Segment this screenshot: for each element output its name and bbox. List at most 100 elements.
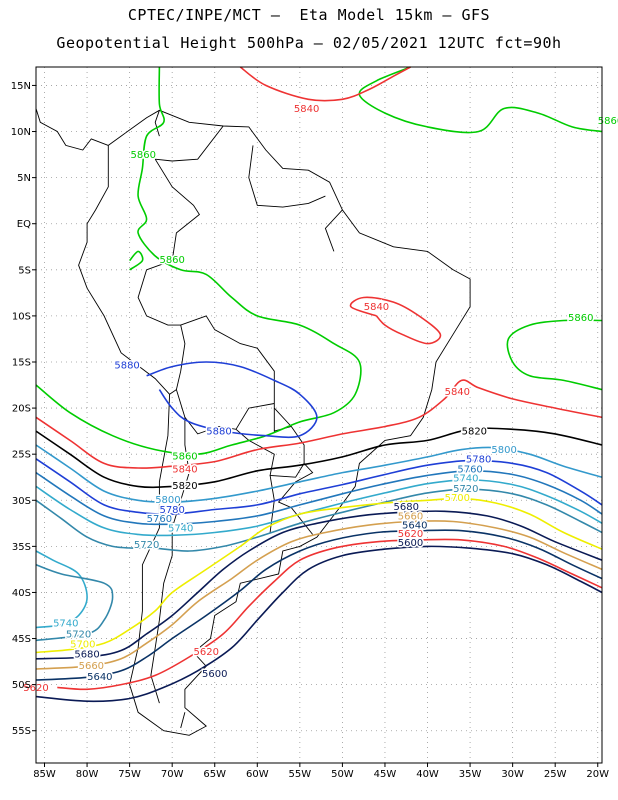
contour-label-5600: 5600 <box>202 669 227 680</box>
country-border <box>180 315 292 427</box>
lat-lon-grid <box>36 67 602 763</box>
contour-label-5840: 5840 <box>445 387 470 398</box>
contour-label-5800: 5800 <box>491 445 516 456</box>
contour-label-5640: 5640 <box>87 672 112 683</box>
contour-label-5840: 5840 <box>172 464 197 475</box>
contour-5880 <box>146 361 318 439</box>
lon-tick-label: 30W <box>501 769 524 780</box>
lat-tick-label: 40S <box>12 588 31 599</box>
contour-label-5620: 5620 <box>193 647 218 658</box>
lat-tick-label: 15S <box>12 357 31 368</box>
country-border <box>277 463 314 535</box>
contour-label-5860: 5860 <box>568 313 593 324</box>
contour-labels: 5860584058605860584058605880584058805820… <box>22 102 618 695</box>
contour-label-5720: 5720 <box>453 484 478 495</box>
country-border <box>146 158 200 271</box>
contour-label-5700: 5700 <box>70 640 95 651</box>
contour-label-5860: 5860 <box>172 452 197 463</box>
contour-5680 <box>35 510 603 660</box>
contour-5760 <box>35 469 603 526</box>
contour-5860 <box>128 250 144 271</box>
contour-label-5680: 5680 <box>394 502 419 513</box>
lat-tick-label: EQ <box>17 219 31 230</box>
contour-label-5880: 5880 <box>114 360 139 371</box>
contour-5720 <box>35 488 603 552</box>
latitude-axis: 15N 10N 5N EQ 5S 10S 15S 20S 25S 30S 35S 40S 45S 50S 5… <box>11 81 36 737</box>
lat-tick-label: 45S <box>12 634 31 645</box>
contour-label-5840: 5840 <box>364 302 389 313</box>
country-border <box>150 417 190 704</box>
contour-label-5800: 5800 <box>155 495 180 506</box>
contour-5700 <box>35 497 603 654</box>
lon-tick-label: 50W <box>331 769 354 780</box>
contour-5740 <box>35 550 88 629</box>
contour-label-5700: 5700 <box>445 493 470 504</box>
lon-tick-label: 25W <box>544 769 567 780</box>
contour-label-5680: 5680 <box>74 650 99 661</box>
contour-label-5600: 5600 <box>398 538 423 549</box>
contour-label-5720: 5720 <box>134 540 159 551</box>
contour-label-5780: 5780 <box>466 454 491 465</box>
contour-label-5860: 5860 <box>598 116 618 127</box>
lat-tick-label: 10N <box>11 127 31 138</box>
lon-tick-label: 85W <box>33 769 56 780</box>
map-title-line-1: CPTEC/INPE/MCT – Eta Model 15km – GFS <box>127 6 491 24</box>
country-border <box>155 125 224 162</box>
country-border <box>35 108 109 151</box>
contour-5860 <box>506 319 603 391</box>
lon-tick-label: 35W <box>459 769 482 780</box>
lat-tick-label: 5N <box>17 173 31 184</box>
contour-label-5860: 5860 <box>159 255 184 266</box>
map-title-line-2: Geopotential Height 500hPa – 02/05/2021 … <box>56 34 562 52</box>
lat-tick-label: 25S <box>12 450 31 461</box>
contour-label-5880: 5880 <box>206 427 231 438</box>
lat-tick-label: 30S <box>12 496 31 507</box>
country-border <box>137 269 186 395</box>
contour-label-5720: 5720 <box>66 629 91 640</box>
contour-label-5780: 5780 <box>159 505 184 516</box>
contour-label-5760: 5760 <box>147 514 172 525</box>
height-contours <box>35 66 603 703</box>
contour-label-5820: 5820 <box>462 427 487 438</box>
contour-5860 <box>358 66 603 134</box>
contour-5800 <box>35 444 603 503</box>
contour-5660 <box>35 520 603 670</box>
lon-tick-label: 65W <box>203 769 226 780</box>
contour-label-5660: 5660 <box>79 661 104 672</box>
contour-5740 <box>35 479 603 537</box>
contour-label-5740: 5740 <box>53 618 78 629</box>
contour-5780 <box>35 458 603 516</box>
longitude-axis: 85W 80W 75W 70W 65W 60W 55W 50W 45W 40W 35W 30W 25W 2… <box>33 763 609 780</box>
contour-label-5640: 5640 <box>402 521 427 532</box>
country-border <box>248 145 326 208</box>
contour-5720 <box>35 564 114 642</box>
lon-tick-label: 70W <box>161 769 184 780</box>
country-border <box>180 712 186 729</box>
lon-tick-label: 40W <box>416 769 439 780</box>
contour-label-5860: 5860 <box>131 150 156 161</box>
lat-tick-label: 50S <box>12 680 31 691</box>
lat-tick-label: 15N <box>11 81 31 92</box>
lat-tick-label: 10S <box>12 311 31 322</box>
lon-tick-label: 60W <box>246 769 269 780</box>
contour-5640 <box>35 529 603 681</box>
map-frame <box>35 66 603 764</box>
contour-label-5760: 5760 <box>457 464 482 475</box>
contour-5620 <box>57 538 603 691</box>
contour-5820 <box>35 427 603 489</box>
contour-label-5820: 5820 <box>172 481 197 492</box>
contour-5840 <box>349 296 442 345</box>
lon-tick-label: 75W <box>118 769 141 780</box>
lon-tick-label: 55W <box>289 769 312 780</box>
contour-label-5740: 5740 <box>453 474 478 485</box>
contour-label-5620: 5620 <box>398 529 423 540</box>
lon-tick-label: 80W <box>76 769 99 780</box>
country-border <box>324 209 343 252</box>
contour-label-5840: 5840 <box>294 104 319 115</box>
lon-tick-label: 20W <box>586 769 609 780</box>
lat-tick-label: 5S <box>18 265 31 276</box>
contour-5600 <box>35 545 603 703</box>
contour-label-5660: 5660 <box>398 511 423 522</box>
lon-tick-label: 45W <box>374 769 397 780</box>
